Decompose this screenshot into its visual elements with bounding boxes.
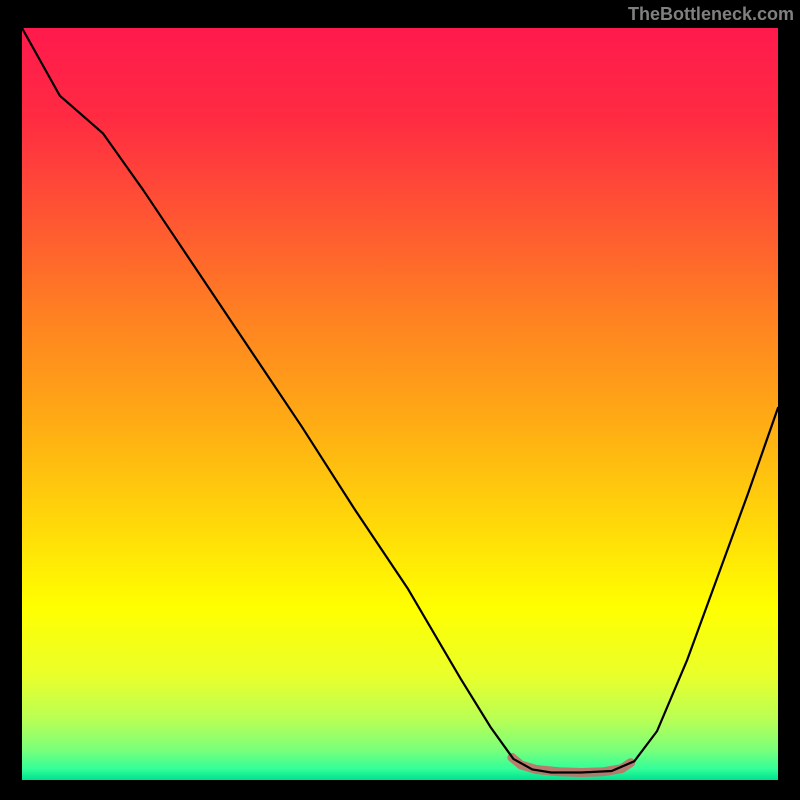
watermark-text: TheBottleneck.com — [628, 4, 794, 25]
plot-area — [22, 28, 778, 780]
gradient-background — [22, 28, 778, 780]
